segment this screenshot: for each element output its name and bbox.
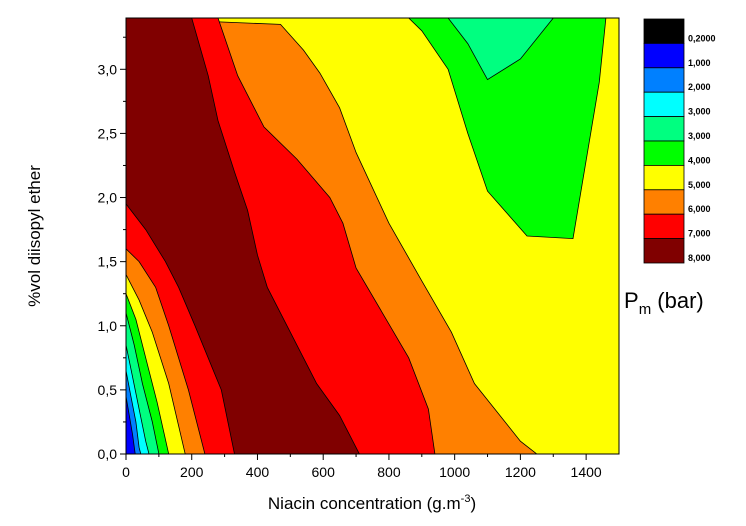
x-axis: 0 200 400 600 800 1000 1200 1400	[122, 454, 602, 480]
legend-label: 3,000	[688, 107, 711, 117]
legend-label: 7,000	[688, 229, 711, 239]
legend-label: 5,000	[688, 180, 711, 190]
contour-level-4000	[408, 18, 607, 240]
y-tick-label: 2,5	[98, 125, 118, 141]
legend-swatch	[643, 43, 685, 69]
legend-swatch	[643, 18, 685, 44]
legend: 0,2000 1,000 2,000 3,000 3,000 4,000 5,000 6,00…	[643, 18, 716, 264]
legend-swatch	[643, 116, 685, 142]
contour-level-0200-low	[126, 396, 136, 454]
legend-swatch	[643, 189, 685, 215]
contour-regions	[126, 18, 619, 454]
legend-swatch	[643, 67, 685, 93]
legend-label: 0,2000	[688, 33, 716, 43]
plot-frame	[125, 17, 620, 455]
contour-level-3000	[447, 18, 554, 81]
legend-label: 3,000	[688, 131, 711, 141]
y-tick-label: 0,5	[98, 382, 118, 398]
y-tick-label: 1,0	[98, 318, 118, 334]
x-tick-label: 1200	[505, 464, 536, 480]
x-tick-label: 1400	[571, 464, 602, 480]
x-tick-label: 0	[122, 464, 130, 480]
y-tick-label: 0,0	[98, 446, 118, 462]
x-tick-label: 1000	[439, 464, 470, 480]
legend-swatch	[643, 238, 685, 264]
y-tick-label: 2,0	[98, 190, 118, 206]
x-tick-label: 800	[377, 464, 401, 480]
legend-swatch	[643, 164, 685, 191]
legend-label: 6,000	[688, 204, 711, 214]
legend-swatch	[643, 140, 685, 166]
y-axis: 0,0 0,5 1,0 1,5 2,0 2,5 3,0	[98, 36, 126, 462]
y-tick-label: 1,5	[98, 254, 118, 270]
legend-label: 4,000	[688, 155, 711, 165]
legend-label: 1,000	[688, 58, 711, 68]
legend-label: 2,000	[688, 82, 711, 92]
x-tick-label: 200	[180, 464, 204, 480]
x-axis-title: Niacin concentration (g.m-3)	[268, 493, 476, 513]
legend-swatch	[643, 91, 685, 117]
y-axis-title: %vol diisopyl ether	[25, 165, 44, 307]
x-tick-label: 400	[246, 464, 270, 480]
legend-title: Pm (bar)	[624, 288, 704, 318]
x-tick-label: 600	[312, 464, 336, 480]
y-tick-label: 3,0	[98, 61, 118, 77]
legend-swatch	[643, 213, 685, 239]
legend-label: 8,000	[688, 253, 711, 263]
contour-level-8000	[126, 18, 360, 454]
